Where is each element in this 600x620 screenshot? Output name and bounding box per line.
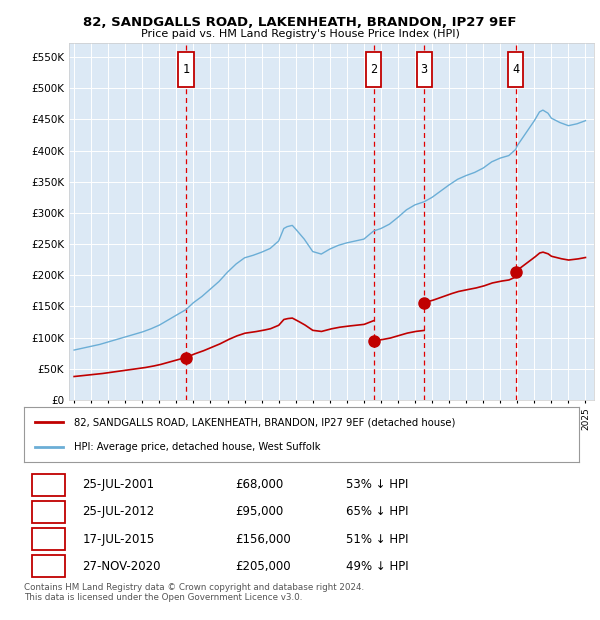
Text: £156,000: £156,000 <box>235 533 290 546</box>
Text: 1: 1 <box>182 63 190 76</box>
FancyBboxPatch shape <box>32 528 65 551</box>
Text: 2: 2 <box>370 63 377 76</box>
Text: 65% ↓ HPI: 65% ↓ HPI <box>346 505 409 518</box>
Text: 17-JUL-2015: 17-JUL-2015 <box>82 533 155 546</box>
Text: 3: 3 <box>421 63 428 76</box>
Text: 2: 2 <box>45 505 52 518</box>
FancyBboxPatch shape <box>178 52 194 87</box>
Text: £205,000: £205,000 <box>235 560 290 573</box>
Text: £95,000: £95,000 <box>235 505 283 518</box>
Text: 49% ↓ HPI: 49% ↓ HPI <box>346 560 409 573</box>
FancyBboxPatch shape <box>32 474 65 496</box>
FancyBboxPatch shape <box>32 501 65 523</box>
Text: HPI: Average price, detached house, West Suffolk: HPI: Average price, detached house, West… <box>74 442 320 452</box>
Text: 25-JUL-2001: 25-JUL-2001 <box>82 479 154 492</box>
Text: Contains HM Land Registry data © Crown copyright and database right 2024.
This d: Contains HM Land Registry data © Crown c… <box>24 583 364 602</box>
Text: 82, SANDGALLS ROAD, LAKENHEATH, BRANDON, IP27 9EF: 82, SANDGALLS ROAD, LAKENHEATH, BRANDON,… <box>83 16 517 29</box>
Text: Price paid vs. HM Land Registry's House Price Index (HPI): Price paid vs. HM Land Registry's House … <box>140 29 460 39</box>
FancyBboxPatch shape <box>32 555 65 577</box>
FancyBboxPatch shape <box>416 52 432 87</box>
FancyBboxPatch shape <box>366 52 381 87</box>
Text: 4: 4 <box>45 560 52 573</box>
Text: 4: 4 <box>512 63 520 76</box>
FancyBboxPatch shape <box>508 52 523 87</box>
Text: £68,000: £68,000 <box>235 479 283 492</box>
Text: 3: 3 <box>45 533 52 546</box>
Text: 27-NOV-2020: 27-NOV-2020 <box>82 560 161 573</box>
Text: 1: 1 <box>45 479 52 492</box>
Text: 82, SANDGALLS ROAD, LAKENHEATH, BRANDON, IP27 9EF (detached house): 82, SANDGALLS ROAD, LAKENHEATH, BRANDON,… <box>74 417 455 427</box>
Text: 25-JUL-2012: 25-JUL-2012 <box>82 505 155 518</box>
Text: 51% ↓ HPI: 51% ↓ HPI <box>346 533 409 546</box>
Text: 53% ↓ HPI: 53% ↓ HPI <box>346 479 408 492</box>
